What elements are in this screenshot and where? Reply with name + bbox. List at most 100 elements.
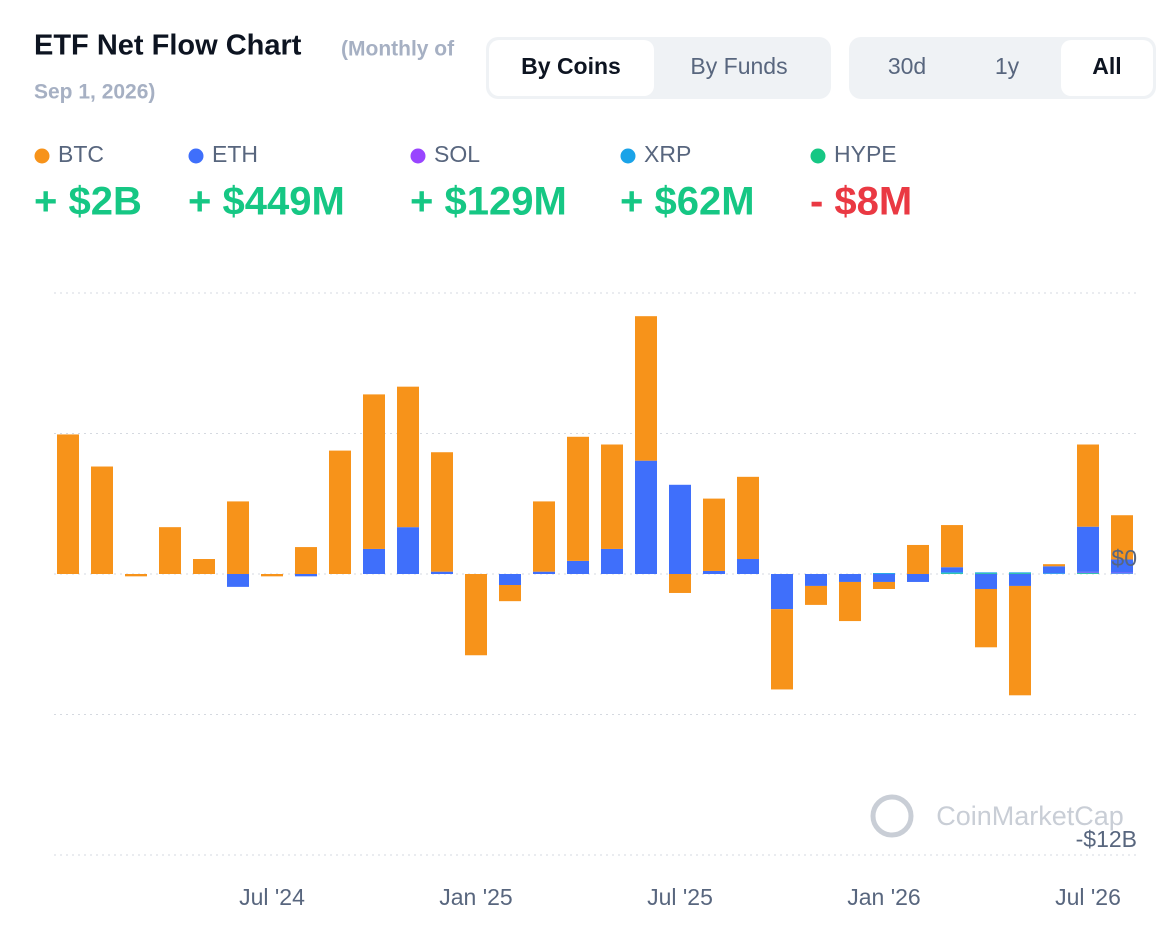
legend-label: XRP <box>644 141 691 167</box>
bar-segment <box>703 498 725 571</box>
bar-segment <box>1111 515 1133 560</box>
x-tick-label: Jan '25 <box>439 884 512 910</box>
legend-dot <box>34 148 50 164</box>
bar-segment <box>669 484 691 574</box>
bar-segment <box>907 544 929 574</box>
bar-segment <box>567 560 589 574</box>
legend-dot <box>620 148 636 164</box>
bar-segment <box>1009 574 1031 586</box>
x-tick-label: Jul '26 <box>1055 884 1121 910</box>
coin-total: + $2B <box>34 180 142 224</box>
bar-segment <box>1043 573 1065 574</box>
bar-segment <box>499 585 521 602</box>
bar-segment <box>431 452 453 572</box>
bar-segment <box>941 567 963 573</box>
tab-active-bg <box>1061 40 1153 96</box>
bar-segment <box>159 527 181 574</box>
bar-segment <box>261 574 283 577</box>
bar-segment <box>1009 572 1031 574</box>
bar-segment <box>295 547 317 574</box>
range-tab[interactable]: All <box>1092 53 1121 79</box>
y-tick-label: -$12B <box>1076 826 1137 852</box>
bar-segment <box>1077 573 1099 574</box>
bar-segment <box>91 466 113 574</box>
legend-dot <box>188 148 204 164</box>
range-tab[interactable]: 30d <box>888 53 926 79</box>
bar-segment <box>601 548 623 574</box>
legend-dot <box>810 148 826 164</box>
x-tick-label: Jul '25 <box>647 884 713 910</box>
bar-segment <box>941 573 963 574</box>
bar-segment <box>1009 585 1031 696</box>
y-tick-label: $0 <box>1111 545 1137 571</box>
x-tick-label: Jan '26 <box>847 884 920 910</box>
subtitle: (Monthly of <box>341 38 455 61</box>
bar-segment <box>227 501 249 574</box>
bar-segment <box>941 525 963 568</box>
view-tab[interactable]: By Coins <box>521 53 621 79</box>
bar-segment <box>975 572 997 574</box>
bar-segment <box>873 573 895 574</box>
bar-segment <box>771 574 793 610</box>
title: ETF Net Flow Chart <box>34 30 302 62</box>
bar-segment <box>1111 573 1133 574</box>
bar-segment <box>431 571 453 574</box>
x-tick-label: Jul '24 <box>239 884 305 910</box>
bar-segment <box>1077 526 1099 572</box>
bar-segment <box>57 434 79 574</box>
coin-total: + $449M <box>188 180 345 224</box>
bar-segment <box>567 436 589 561</box>
subtitle-date: Sep 1, 2026) <box>34 81 155 104</box>
bar-segment <box>907 574 929 582</box>
bar-segment <box>1043 564 1065 567</box>
coin-total: + $129M <box>410 180 567 224</box>
bar-segment <box>1009 573 1031 574</box>
bar-segment <box>499 574 521 586</box>
view-tab[interactable]: By Funds <box>690 53 787 79</box>
bar-segment <box>839 574 861 582</box>
bar-segment <box>839 581 861 622</box>
bar-segment <box>1043 566 1065 574</box>
bar-segment <box>1077 571 1099 573</box>
coin-total: + $62M <box>620 180 755 224</box>
bar-segment <box>805 585 827 605</box>
bar-segment <box>873 574 895 582</box>
bar-segment <box>703 570 725 574</box>
bar-segment <box>1111 559 1133 573</box>
legend-dot <box>410 148 426 164</box>
bar-segment <box>669 574 691 593</box>
bar-segment <box>1077 572 1099 574</box>
bar-segment <box>227 574 249 587</box>
bar-segment <box>193 559 215 574</box>
bar-segment <box>737 559 759 574</box>
legend-label: HYPE <box>834 141 897 167</box>
bar-segment <box>941 572 963 574</box>
bar-segment <box>975 574 997 589</box>
bar-segment <box>601 444 623 549</box>
bar-segment <box>975 573 997 574</box>
bar-segment <box>363 394 385 549</box>
legend-label: SOL <box>434 141 480 167</box>
bar-segment <box>329 450 351 574</box>
bar-segment <box>533 501 555 572</box>
bar-segment <box>295 574 317 577</box>
bar-segment <box>873 581 895 589</box>
watermark-logo <box>870 794 914 838</box>
bar-segment <box>125 574 147 577</box>
bar-segment <box>635 316 657 461</box>
legend-label: BTC <box>58 141 104 167</box>
bar-segment <box>533 571 555 574</box>
bar-segment <box>1077 444 1099 527</box>
legend-label: ETH <box>212 141 258 167</box>
bar-segment <box>397 386 419 528</box>
bar-segment <box>363 548 385 574</box>
bar-segment <box>465 574 487 656</box>
range-tab[interactable]: 1y <box>995 53 1020 79</box>
bar-segment <box>975 588 997 648</box>
bar-segment <box>771 609 793 690</box>
bar-segment <box>397 527 419 574</box>
tab-active-bg <box>489 40 654 96</box>
watermark: CoinMarketCap <box>936 801 1124 831</box>
